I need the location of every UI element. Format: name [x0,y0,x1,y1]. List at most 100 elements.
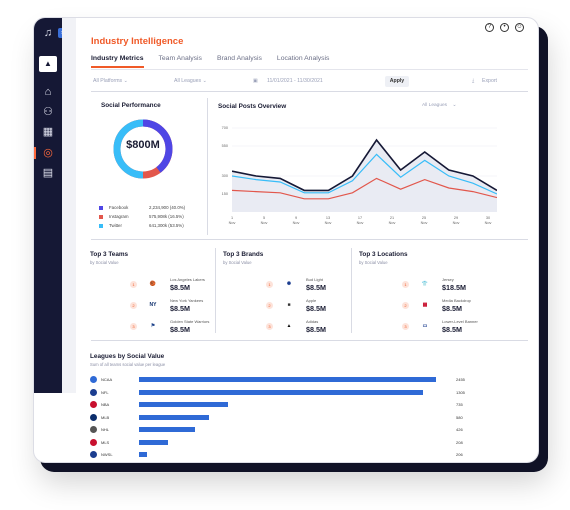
x-tick-label: 30 Nov [480,216,496,226]
top-teams-title: Top 3 Teams [90,251,129,258]
x-tick-day: 21 [389,216,395,220]
x-tick-day: 30 [485,216,491,220]
league-name: MLS [101,439,110,445]
x-tick-label: 5 Nov [256,216,272,226]
nba-logo-icon [90,401,97,408]
section-divider [91,340,528,341]
adidas-logo-icon: ▲ [286,323,292,329]
x-tick-month: Nov [452,221,460,225]
item-name: Apple [306,298,317,303]
gsw-logo-icon: ⚑ [150,323,156,329]
search-analytics-icon[interactable]: ◎ [43,147,53,159]
legend-facebook: Facebook 2,234,900 (40.0%) [99,205,209,210]
league-value: 735 [456,402,463,407]
adidas-logo-icon[interactable]: ▲ [39,56,57,72]
item-value: $8.5M [306,304,326,313]
league-row: NHL 426 [90,426,510,434]
notification-icon[interactable]: • [500,23,509,32]
social-posts-chart [232,127,497,212]
item-name: Adidas [306,319,319,324]
league-bar [139,439,169,445]
banner-logo-icon: ▭ [422,323,428,329]
x-tick-day: 29 [453,216,459,220]
legend-twitter: Twitter 641,300k (53.5%) [99,223,209,228]
leagues-subtitle: Sum of all teams social value per league [90,362,166,367]
league-row: NCAA 2455 [90,376,510,384]
x-tick-day: 17 [357,216,363,220]
rank-badge: 1 [402,281,409,288]
social-total-value: $800M [126,139,160,151]
report-icon[interactable]: ▤ [42,167,54,179]
top-brands-title: Top 3 Brands [223,251,264,258]
x-tick-month: Nov [356,221,364,225]
calendar-icon: ▣ [253,78,258,84]
nhl-logo-icon [90,426,97,433]
league-bar [139,402,228,407]
league-name: NBA [101,402,110,407]
top-brands-subtitle: by Social Value [223,260,252,265]
league-value: 206 [456,452,463,457]
y-tick-label: 300 [221,174,228,178]
x-tick-label: 9 Nov [288,216,304,226]
tab-industry-metrics[interactable]: Industry Metrics [91,55,144,68]
main-content: Industry Intelligence ? • ☺ Industry Met… [76,18,538,462]
league-value: 208 [456,439,463,445]
grid-icon[interactable]: ▦ [42,126,54,138]
x-tick-day: 25 [421,216,427,220]
profile-icon[interactable]: ☺ [515,23,524,32]
item-name: Jersey [442,277,454,282]
date-range-input[interactable]: 11/01/2021 - 11/30/2021 [267,78,323,84]
y-tick-label: 550 [221,144,228,148]
item-name: Golden State Warriors [170,319,210,324]
tab-location-analysis[interactable]: Location Analysis [276,55,330,62]
lakers-logo-icon: 🏀 [149,281,157,287]
help-icon[interactable]: ? [485,23,494,32]
sidebar-gutter [62,18,76,393]
tab-brand-analysis[interactable]: Brand Analysis [216,55,262,62]
chart-league-select[interactable]: All Leagues ⌄ [422,103,457,108]
tab-team-analysis[interactable]: Team Analysis [158,55,202,62]
league-bar [139,414,210,420]
ny-logo-icon: NY [149,302,157,308]
chevron-down-icon: ⌄ [123,78,128,84]
top-locations-title: Top 3 Locations [359,251,408,258]
legend-instagram: Instagram 575,908k (16.5%) [99,214,209,219]
x-tick-label: 25 Nov [416,216,432,226]
legend-swatch [99,223,103,228]
platform-select[interactable]: All Platforms ⌄ [93,78,128,84]
apple-logo-icon: ■ [287,302,291,308]
x-tick-label: 17 Nov [352,216,368,226]
item-value: $8.5M [442,325,462,334]
home-icon[interactable]: ⌂ [44,86,52,98]
mlb-logo-icon [90,413,97,421]
league-name: NWSL [101,452,113,457]
bell-icon[interactable]: ♫ [43,27,53,39]
users-icon[interactable]: ⚇ [43,106,53,118]
league-name: NHL [101,427,110,432]
rank-badge: 2 [266,302,273,309]
ncaa-logo-icon [90,376,97,383]
export-button[interactable]: Export [482,78,497,84]
apply-button[interactable]: Apply [385,76,409,87]
league-row: NBA 735 [90,401,510,409]
x-tick-label: 29 Nov [448,216,464,226]
leagues-title: Leagues by Social Value [90,353,165,360]
top-teams-subtitle: by Social Value [90,260,119,265]
league-bar [139,389,423,395]
series-line [232,138,497,192]
x-tick-month: Nov [228,221,236,225]
x-tick-month: Nov [484,221,492,225]
x-tick-month: Nov [292,221,300,225]
tab-divider [91,69,528,70]
filter-bar: All Platforms ⌄ All Leagues ⌄ ▣ 11/01/20… [91,76,528,88]
league-bar [139,377,436,382]
sidebar: ♫ ▲ ⌂ ⚇ ▦ ◎ ▤ [34,18,62,393]
backdrop-logo-icon: ▦ [422,302,428,308]
section-divider [207,98,208,235]
coors-logo-icon: ✺ [286,281,292,287]
item-value: $18.5M [442,283,466,292]
x-tick-label: 13 Nov [320,216,336,226]
league-select[interactable]: All Leagues ⌄ [174,78,207,84]
legend-label: Instagram [109,214,129,219]
league-row: NWSL 206 [90,451,510,459]
